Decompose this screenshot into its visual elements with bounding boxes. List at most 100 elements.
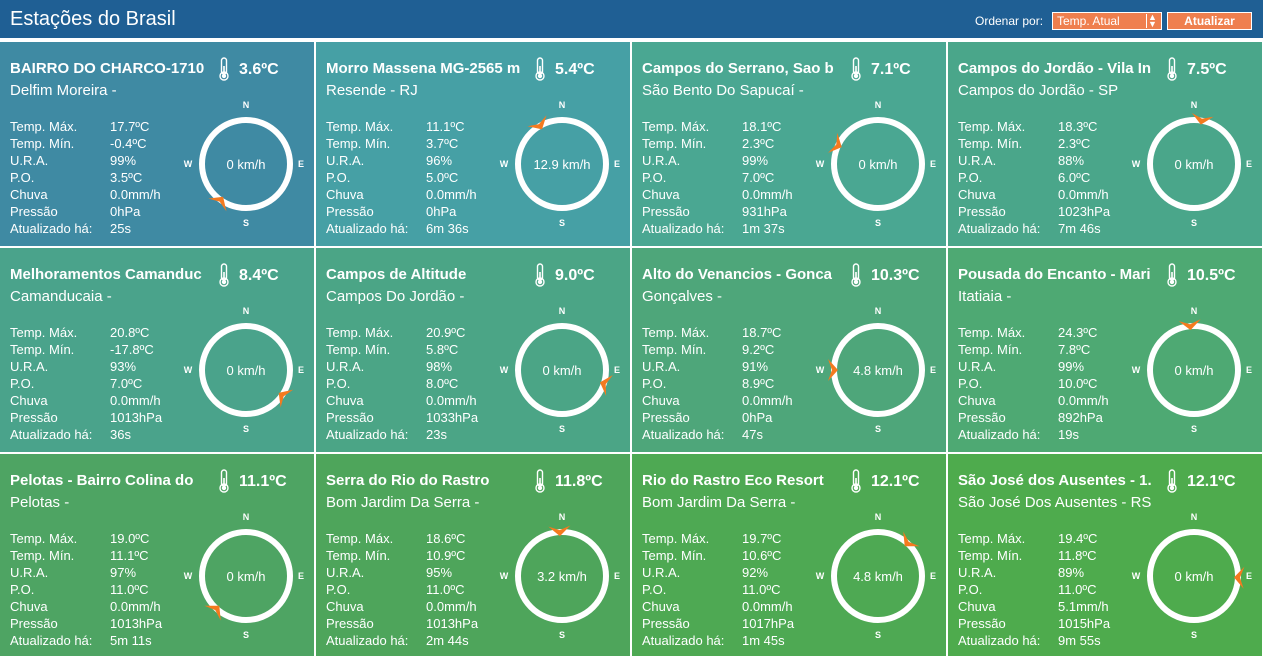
po-value: 11.0ºC [426,582,465,597]
tmin-value: -17.8ºC [110,342,154,357]
station-city: Bom Jardim Da Serra - [326,494,480,511]
ura-label: U.R.A. [10,359,49,374]
tmax-label: Temp. Máx. [10,119,78,134]
station-temperature: 11.1ºC [239,473,287,490]
ura-value: 88% [1058,153,1085,168]
station-card-1[interactable]: BAIRRO DO CHARCO-1710 3.6ºC Delfim Morei… [0,42,314,246]
station-temperature: 9.0ºC [555,267,595,284]
wind-direction-arrow-icon [527,115,547,130]
wind-speed: 3.2 km/h [537,569,587,584]
station-card-6[interactable]: Campos de Altitude 9.0ºC Campos Do Jordã… [316,248,630,452]
pressure-label: Pressão [958,410,1006,425]
station-temperature: 7.1ºC [871,61,911,78]
rain-value: 0.0mm/h [110,187,161,202]
po-label: P.O. [642,376,667,391]
tmax-label: Temp. Máx. [10,325,78,340]
wind-direction-arrow-icon [1234,566,1245,589]
wind-speed: 0 km/h [226,363,265,378]
station-card-11[interactable]: Rio do Rastro Eco Resort 12.1ºC Bom Jard… [632,454,946,656]
wind-compass: N S E W 3.2 km/h [500,512,620,640]
ura-value: 96% [426,153,453,168]
rain-value: 0.0mm/h [426,599,477,614]
page-title: Estações do Brasil [10,8,176,30]
compass-ring [1147,117,1241,211]
pressure-label: Pressão [10,616,58,631]
compass-ring [515,117,609,211]
refresh-button[interactable]: Atualizar [1167,12,1252,30]
compass-w: W [1132,571,1141,581]
compass-n: N [559,100,566,110]
compass-e: E [930,571,936,581]
station-card-4[interactable]: Campos do Jordão - Vila In 7.5ºC Campos … [948,42,1262,246]
pressure-label: Pressão [326,410,374,425]
wind-compass: N S E W 0 km/h [184,306,304,434]
compass-s: S [1191,218,1197,228]
tmax-value: 19.4ºC [1058,531,1098,546]
pressure-value: 1017hPa [742,616,795,631]
station-stats: Temp. Máx. 20.9ºC Temp. Mín. 5.8ºC U.R.A. 9… [326,324,478,443]
tmax-value: 18.3ºC [1058,119,1098,134]
station-city: Gonçalves - [642,288,723,305]
updated-label: Atualizado há: [642,221,725,236]
updated-value: 23s [426,427,447,442]
compass-s: S [243,218,249,228]
rain-label: Chuva [642,599,680,614]
tmin-value: 11.8ºC [1058,548,1097,563]
po-value: 7.0ºC [742,170,775,185]
station-card-8[interactable]: Pousada do Encanto - Mari 10.5ºC Itatiai… [948,248,1262,452]
station-card-2[interactable]: Morro Massena MG-2565 m 5.4ºC Resende - … [316,42,630,246]
compass-e: E [614,571,620,581]
rain-label: Chuva [326,187,364,202]
ura-value: 92% [742,565,769,580]
rain-label: Chuva [642,393,680,408]
station-stats: Temp. Máx. 11.1ºC Temp. Mín. 3.7ºC U.R.A. 9… [326,118,477,237]
ura-label: U.R.A. [326,565,365,580]
updated-value: 2m 44s [426,633,469,648]
station-stats: Temp. Máx. 18.6ºC Temp. Mín. 10.9ºC U.R.A.… [326,530,478,649]
compass-e: E [930,159,936,169]
tmin-value: 10.6ºC [742,548,782,563]
station-card-9[interactable]: Pelotas - Bairro Colina do 11.1ºC Pelota… [0,454,314,656]
compass-ring [831,529,925,623]
rain-label: Chuva [10,187,48,202]
updated-label: Atualizado há: [642,427,725,442]
tmax-label: Temp. Máx. [326,325,394,340]
pressure-value: 931hPa [742,204,787,219]
station-name: Morro Massena MG-2565 m [326,60,521,77]
pressure-value: 1033hPa [426,410,479,425]
updated-label: Atualizado há: [10,427,93,442]
po-label: P.O. [10,376,35,391]
station-temperature: 12.1ºC [1187,473,1236,490]
station-card-5[interactable]: Melhoramentos Camanduc 8.4ºC Camanducaia… [0,248,314,452]
ura-value: 95% [426,565,453,580]
pressure-label: Pressão [958,616,1006,631]
tmin-label: Temp. Mín. [958,342,1023,357]
rain-value: 0.0mm/h [426,393,477,408]
station-city: São José Dos Ausentes - RS [958,494,1152,511]
station-stats: Temp. Máx. 19.7ºC Temp. Mín. 10.6ºC U.R.A.… [642,530,794,649]
tmin-value: 11.1ºC [110,548,149,563]
ura-label: U.R.A. [958,359,997,374]
thermometer-icon [535,57,545,81]
station-card-12[interactable]: São José dos Ausentes - 1. 12.1ºC São Jo… [948,454,1262,656]
station-name: Campos de Altitude [326,266,467,283]
tmax-label: Temp. Máx. [958,119,1026,134]
po-label: P.O. [642,170,667,185]
station-card-10[interactable]: Serra do Rio do Rastro 11.8ºC Bom Jardim… [316,454,630,656]
station-card-7[interactable]: Alto do Venancios - Gonca 10.3ºC Gonçalv… [632,248,946,452]
tmax-label: Temp. Máx. [326,531,394,546]
sort-select-value: Temp. Atual [1057,14,1120,28]
tmin-value: 3.7ºC [426,136,459,151]
po-value: 3.5ºC [110,170,143,185]
ura-value: 97% [110,565,137,580]
sort-select[interactable]: Temp. Atual ▲ ▼ [1052,12,1162,30]
select-arrows-icon: ▲ ▼ [1146,13,1158,29]
tmin-label: Temp. Mín. [326,136,391,151]
po-label: P.O. [642,582,667,597]
station-stats: Temp. Máx. 17.7ºC Temp. Mín. -0.4ºC U.R.A.… [10,118,161,237]
compass-n: N [875,306,882,316]
station-temperature: 7.5ºC [1187,61,1227,78]
station-card-3[interactable]: Campos do Serrano, Sao b 7.1ºC São Bento… [632,42,946,246]
tmin-label: Temp. Mín. [642,342,707,357]
station-temperature: 10.5ºC [1187,267,1236,284]
